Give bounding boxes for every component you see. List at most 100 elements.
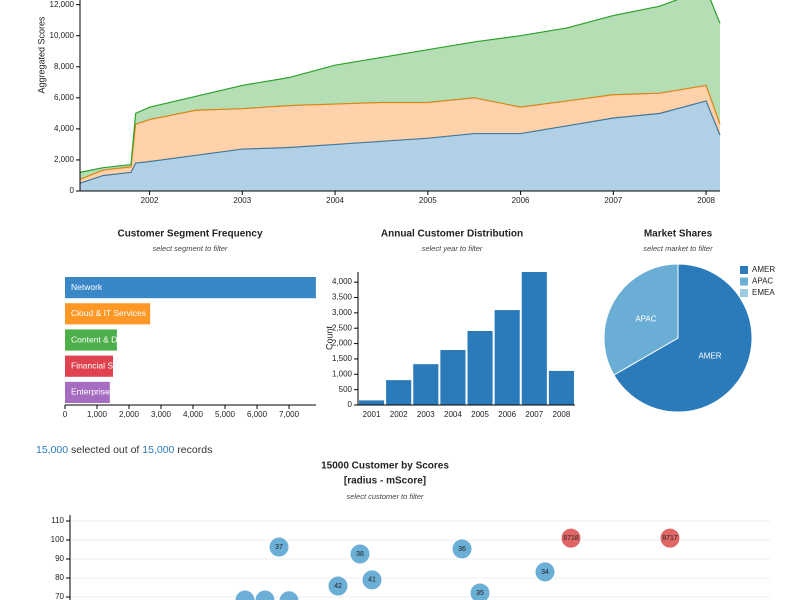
- chart-title: Customer Segment Frequency: [117, 229, 262, 240]
- y-tick-label: 110: [51, 516, 64, 525]
- area: [80, 0, 720, 180]
- y-tick-label: 90: [55, 554, 64, 563]
- bar[interactable]: [65, 329, 117, 351]
- point[interactable]: [278, 590, 300, 600]
- x-tick-label: 2004: [326, 196, 344, 205]
- x-tick-label: 2007: [604, 196, 622, 205]
- point-label: 38: [356, 551, 364, 558]
- point-label: 41: [368, 577, 376, 584]
- chart-title: Market Shares: [644, 229, 713, 240]
- legend-label: AMER: [752, 265, 775, 274]
- x-tick-label: 2003: [417, 410, 435, 419]
- y-tick-label: 1,000: [332, 369, 353, 378]
- point-label: 34: [541, 569, 549, 576]
- x-tick-label: 6,000: [247, 410, 268, 419]
- x-tick-label: 0: [63, 410, 68, 419]
- bar[interactable]: [359, 400, 385, 405]
- bar[interactable]: [65, 355, 114, 377]
- x-tick-label: 2008: [697, 196, 715, 205]
- pie-slice[interactable]: [603, 263, 679, 376]
- bar[interactable]: [65, 381, 110, 403]
- x-tick-label: 4,000: [183, 410, 204, 419]
- legend-swatch: [740, 289, 748, 297]
- chart-hint: select customer to filter: [346, 492, 424, 501]
- y-tick-label: 70: [55, 592, 64, 600]
- point-label: 8718: [563, 535, 579, 542]
- bar-label: Financial S: [71, 360, 113, 370]
- y-tick-label: 0: [70, 186, 75, 195]
- y-tick-label: 2,500: [332, 323, 353, 332]
- chart-hint: select segment to filter: [152, 244, 228, 253]
- y-tick-label: 80: [55, 573, 64, 582]
- y-tick-label: 100: [51, 535, 65, 544]
- x-tick-label: 2006: [512, 196, 530, 205]
- x-tick-label: 2006: [498, 410, 516, 419]
- area-line: [79, 100, 721, 184]
- point[interactable]: [234, 589, 256, 600]
- point[interactable]: [349, 543, 371, 565]
- x-tick-label: 5,000: [215, 410, 236, 419]
- bar[interactable]: [65, 277, 316, 299]
- y-tick-label: 500: [339, 385, 353, 394]
- point[interactable]: [659, 527, 681, 549]
- bar[interactable]: [413, 364, 439, 405]
- point[interactable]: [560, 527, 582, 549]
- y-tick-label: 0: [348, 400, 353, 409]
- bar[interactable]: [521, 272, 547, 405]
- bar-label: Enterprise: [71, 387, 110, 397]
- bar[interactable]: [467, 330, 493, 405]
- count-text: records: [177, 444, 213, 456]
- y-tick-label: 10,000: [50, 31, 75, 40]
- y-tick-label: 1,500: [332, 354, 353, 363]
- chart-hint: select year to filter: [422, 244, 483, 253]
- bar[interactable]: [548, 370, 574, 405]
- area: [80, 85, 720, 184]
- area-line: [79, 0, 721, 173]
- y-tick-label: 6,000: [54, 93, 75, 102]
- area-line: [79, 84, 721, 180]
- legend-label: EMEA: [752, 288, 775, 297]
- bar[interactable]: [65, 303, 151, 325]
- point[interactable]: [451, 538, 473, 560]
- x-tick-label: 2008: [553, 410, 571, 419]
- point[interactable]: [534, 561, 556, 583]
- chart-hint: select market to filter: [643, 244, 713, 253]
- chart-title: Annual Customer Distribution: [381, 229, 523, 240]
- x-tick-label: 1,000: [87, 410, 108, 419]
- count-text: selected out of: [71, 444, 140, 456]
- x-tick-label: 2002: [390, 410, 408, 419]
- y-tick-label: 3,500: [332, 293, 353, 302]
- x-tick-label: 2005: [471, 410, 489, 419]
- x-tick-label: 7,000: [279, 410, 300, 419]
- point-label: 35: [476, 590, 484, 597]
- point[interactable]: [254, 589, 276, 600]
- bar[interactable]: [494, 310, 520, 405]
- y-tick-label: 8,000: [54, 62, 75, 71]
- point-label: 42: [334, 583, 342, 590]
- slice-label: AMER: [698, 352, 721, 361]
- x-tick-label: 2002: [141, 196, 159, 205]
- x-tick-label: 2001: [363, 410, 381, 419]
- point-label: 37: [275, 544, 283, 551]
- point[interactable]: [361, 569, 383, 591]
- x-tick-label: 2005: [419, 196, 437, 205]
- bar-label: Network: [71, 282, 103, 292]
- bar-label: Content & D: [71, 334, 117, 344]
- bar-label: Cloud & IT Services: [71, 308, 146, 318]
- x-tick-label: 2003: [233, 196, 251, 205]
- point[interactable]: [268, 536, 290, 558]
- x-tick-label: 2,000: [119, 410, 140, 419]
- bar[interactable]: [386, 380, 412, 405]
- pie-slice[interactable]: [613, 263, 753, 413]
- point[interactable]: [469, 582, 491, 600]
- y-tick-label: 3,000: [332, 308, 353, 317]
- x-tick-label: 2004: [444, 410, 462, 419]
- y-axis-label: Count: [324, 326, 334, 351]
- selected-count: 15,000: [36, 444, 69, 456]
- y-axis-label: Aggregated Scores: [36, 16, 46, 94]
- area: [80, 100, 720, 191]
- bar[interactable]: [440, 350, 466, 405]
- point[interactable]: [327, 575, 349, 597]
